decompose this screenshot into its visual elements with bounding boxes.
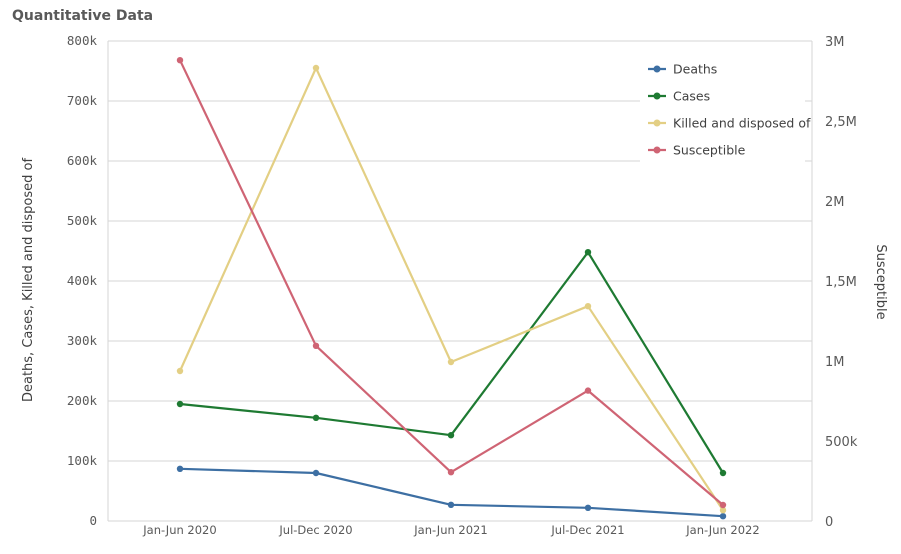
x-tick-label: Jul-Dec 2021: [550, 523, 624, 537]
data-point: [584, 504, 592, 511]
left-tick-label: 200k: [67, 393, 98, 408]
data-point: [584, 249, 592, 256]
data-point: [719, 513, 727, 520]
data-point: [447, 358, 455, 366]
data-point: [719, 507, 727, 514]
left-tick-label: 800k: [67, 33, 98, 48]
data-point: [176, 367, 184, 375]
right-tick-label: 3M: [825, 35, 845, 50]
data-point: [584, 303, 592, 310]
legend-label: Killed and disposed of: [673, 116, 811, 131]
chart-title: Quantitative Data: [12, 8, 154, 24]
left-tick-label: 100k: [67, 453, 98, 468]
legend-background: [640, 55, 805, 165]
legend-label: Cases: [673, 89, 710, 104]
x-axis-ticks: Jan-Jun 2020 Jul-Dec 2020 Jan-Jun 2021 Jul-…: [142, 523, 759, 537]
left-tick-label: 700k: [67, 93, 98, 108]
legend-swatch-dot: [653, 146, 661, 154]
data-point: [312, 64, 320, 72]
right-tick-label: 500k: [825, 435, 858, 450]
data-point: [447, 501, 455, 508]
x-tick-label: Jan-Jun 2022: [685, 523, 759, 537]
right-tick-label: 2,5M: [825, 115, 857, 130]
data-point: [176, 465, 184, 472]
legend-label: Susceptible: [673, 143, 746, 158]
data-point: [176, 400, 184, 408]
series-line-0: [179, 467, 724, 518]
left-tick-label: 400k: [67, 273, 98, 288]
data-point: [719, 501, 727, 509]
x-tick-label: Jul-Dec 2020: [278, 523, 352, 537]
data-point: [312, 414, 320, 421]
legend-swatch-dot: [653, 92, 661, 100]
left-axis-ticks: 0 100k 200k 300k 400k 500k 600k 700k 800k: [67, 33, 98, 528]
right-tick-label: 1M: [825, 355, 845, 370]
left-axis-label: Deaths, Cases, Killed and disposed of: [21, 158, 36, 402]
left-tick-label: 500k: [67, 213, 98, 228]
legend: Deaths Cases Killed and disposed of Suscept…: [648, 62, 811, 158]
data-point: [312, 342, 320, 349]
data-point: [719, 469, 727, 477]
data-point: [312, 469, 320, 477]
data-point: [176, 57, 184, 64]
series-points: [176, 57, 727, 520]
right-tick-label: 1,5M: [825, 275, 857, 290]
legend-swatch-dot: [653, 65, 661, 73]
data-point: [447, 432, 455, 439]
data-point: [584, 387, 592, 394]
right-axis-label: Susceptible: [873, 244, 888, 319]
left-tick-label: 0: [89, 513, 97, 528]
right-tick-label: 2M: [825, 195, 845, 210]
x-tick-label: Jan-Jun 2021: [413, 523, 487, 537]
legend-label: Deaths: [673, 62, 717, 77]
right-axis-ticks: 0 500k 1M 1,5M 2M 2,5M 3M: [825, 35, 858, 530]
x-tick-label: Jan-Jun 2020: [142, 523, 216, 537]
left-tick-label: 300k: [67, 333, 98, 348]
right-tick-label: 0: [825, 515, 833, 530]
data-point: [447, 469, 455, 476]
left-tick-label: 600k: [67, 153, 98, 168]
legend-swatch-dot: [653, 119, 661, 127]
